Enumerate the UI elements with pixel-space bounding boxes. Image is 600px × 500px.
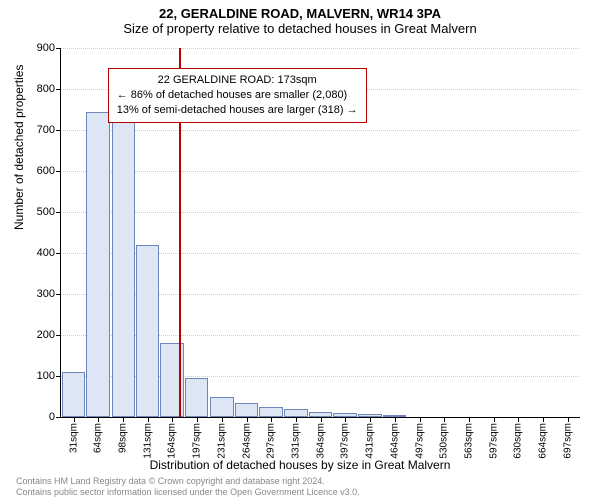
gridline [61,130,580,131]
xtick-label: 597sqm [488,423,499,459]
xtick-label: 131sqm [142,423,153,459]
ytick-mark [56,294,61,295]
histogram-bar [309,412,332,417]
ytick-mark [56,417,61,418]
xtick-mark [123,417,124,422]
xtick-mark [345,417,346,422]
xtick-mark [370,417,371,422]
xtick-label: 64sqm [93,423,104,453]
ytick-mark [56,89,61,90]
histogram-bar [358,414,381,417]
chart-plot-area: 010020030040050060070080090031sqm64sqm98… [60,48,580,418]
histogram-bar [284,409,307,417]
annotation-box: 22 GERALDINE ROAD: 173sqm← 86% of detach… [108,68,367,123]
ytick-label: 900 [37,42,55,54]
histogram-bar [185,378,208,417]
histogram-bar [136,245,159,417]
xtick-mark [74,417,75,422]
histogram-bar [210,397,233,417]
x-axis-label: Distribution of detached houses by size … [0,458,600,472]
ytick-label: 200 [37,329,55,341]
xtick-label: 497sqm [414,423,425,459]
annotation-line: 13% of semi-detached houses are larger (… [117,103,358,118]
xtick-label: 530sqm [439,423,450,459]
histogram-bar [383,415,406,417]
xtick-mark [395,417,396,422]
ytick-label: 600 [37,165,55,177]
xtick-label: 231sqm [216,423,227,459]
gridline [61,212,580,213]
ytick-label: 500 [37,206,55,218]
annotation-line: ← 86% of detached houses are smaller (2,… [117,88,358,103]
xtick-mark [148,417,149,422]
footer-line2: Contains public sector information licen… [16,487,360,498]
xtick-label: 664sqm [538,423,549,459]
ytick-mark [56,376,61,377]
xtick-label: 364sqm [315,423,326,459]
histogram-bar [112,112,135,417]
footer-line1: Contains HM Land Registry data © Crown c… [16,476,360,487]
ytick-mark [56,48,61,49]
ytick-mark [56,212,61,213]
xtick-mark [518,417,519,422]
xtick-label: 397sqm [340,423,351,459]
gridline [61,171,580,172]
y-axis-label: Number of detached properties [12,65,26,230]
xtick-label: 464sqm [389,423,400,459]
xtick-label: 197sqm [192,423,203,459]
xtick-mark [469,417,470,422]
ytick-label: 300 [37,288,55,300]
chart-title-block: 22, GERALDINE ROAD, MALVERN, WR14 3PA Si… [0,0,600,36]
ytick-mark [56,171,61,172]
ytick-label: 800 [37,83,55,95]
chart-title-sub: Size of property relative to detached ho… [0,21,600,36]
ytick-mark [56,253,61,254]
xtick-label: 264sqm [241,423,252,459]
xtick-label: 563sqm [463,423,474,459]
histogram-bar [86,112,109,417]
gridline [61,48,580,49]
plot-region: 010020030040050060070080090031sqm64sqm98… [60,48,580,418]
xtick-mark [296,417,297,422]
ytick-label: 700 [37,124,55,136]
histogram-bar [259,407,282,417]
ytick-mark [56,130,61,131]
chart-title-main: 22, GERALDINE ROAD, MALVERN, WR14 3PA [0,6,600,21]
xtick-label: 98sqm [118,423,129,453]
xtick-mark [172,417,173,422]
histogram-bar [235,403,258,417]
ytick-label: 400 [37,247,55,259]
xtick-mark [420,417,421,422]
xtick-mark [271,417,272,422]
xtick-mark [197,417,198,422]
annotation-line: 22 GERALDINE ROAD: 173sqm [117,73,358,88]
xtick-mark [543,417,544,422]
xtick-label: 630sqm [513,423,524,459]
ytick-label: 0 [49,411,55,423]
xtick-mark [494,417,495,422]
xtick-label: 331sqm [291,423,302,459]
xtick-mark [98,417,99,422]
xtick-label: 431sqm [365,423,376,459]
xtick-label: 697sqm [562,423,573,459]
ytick-label: 100 [37,370,55,382]
xtick-label: 297sqm [266,423,277,459]
histogram-bar [62,372,85,417]
footer-attribution: Contains HM Land Registry data © Crown c… [16,476,360,498]
histogram-bar [333,413,356,417]
xtick-mark [444,417,445,422]
xtick-label: 164sqm [167,423,178,459]
ytick-mark [56,335,61,336]
xtick-label: 31sqm [68,423,79,453]
xtick-mark [568,417,569,422]
xtick-mark [247,417,248,422]
xtick-mark [321,417,322,422]
xtick-mark [222,417,223,422]
